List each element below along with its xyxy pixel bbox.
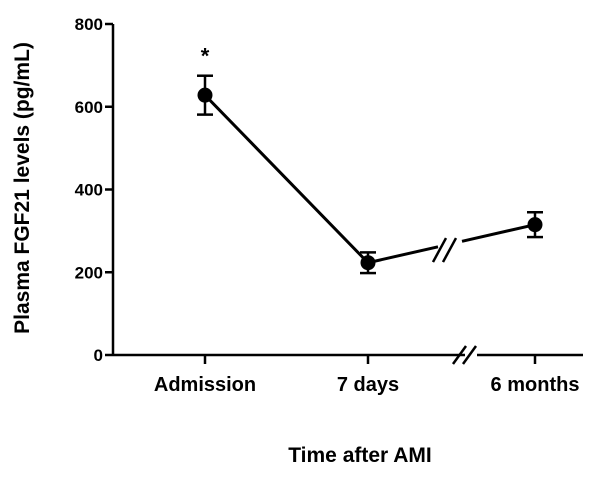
y-axis-title: Plasma FGF21 levels (pg/mL) [11, 42, 34, 334]
y-ticks: 0 200 400 600 800 [75, 15, 113, 365]
break-mark [451, 345, 468, 365]
x-tick-label: Admission [154, 374, 256, 396]
y-tick-label: 400 [75, 181, 103, 200]
axis-breaks [431, 237, 478, 365]
y-tick-label: 0 [94, 346, 103, 365]
series-line-segment [203, 94, 439, 265]
x-tick-label: 6 months [491, 374, 580, 396]
break-mark [441, 237, 458, 263]
x-axis-title: Time after AMI [288, 444, 432, 467]
annotations: * [201, 44, 210, 69]
data-point [360, 255, 376, 271]
y-tick-label: 800 [75, 15, 103, 34]
x-ticks: Admission 7 days 6 months [154, 355, 580, 396]
data-point [197, 87, 213, 103]
break-mark [461, 345, 478, 365]
x-tick-label: 7 days [337, 374, 399, 396]
break-mark [431, 237, 448, 263]
y-tick-label: 200 [75, 263, 103, 282]
y-tick-label: 600 [75, 98, 103, 117]
series-line-segment [461, 223, 536, 243]
data-point [527, 217, 543, 233]
error-bars [197, 74, 543, 275]
data-series [203, 94, 536, 265]
axes [111, 24, 583, 357]
significance-asterisk: * [201, 44, 210, 69]
data-points [197, 87, 543, 271]
